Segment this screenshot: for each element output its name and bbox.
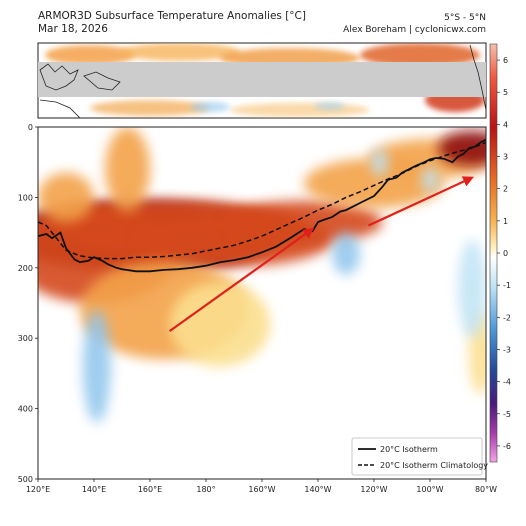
legend-entry-isotherm: 20°C Isotherm [380, 445, 438, 454]
colorbar-tick-label: -5 [503, 410, 511, 419]
colorbar-tick-label: -3 [503, 345, 511, 354]
plot-area [37, 126, 487, 480]
colorbar-tick-label: 5 [503, 88, 508, 97]
heatmap-cell [421, 167, 439, 193]
x-tick-label: 120°W [360, 485, 387, 494]
heatmap-cell [105, 127, 150, 212]
map-anomaly-field [38, 43, 486, 118]
y-tick-label: 0 [28, 123, 33, 132]
legend: 20°C Isotherm 20°C Isotherm Climatology [351, 437, 488, 476]
y-tick-label: 500 [18, 475, 33, 484]
heatmap-cell [371, 148, 388, 177]
heatmap-cell [38, 172, 94, 223]
y-tick-label: 400 [18, 405, 33, 414]
coastline [39, 63, 79, 91]
colorbar-tick-label: 4 [503, 120, 508, 129]
colorbar-tick-label: 6 [503, 56, 508, 65]
chart-title: ARMOR3D Subsurface Temperature Anomalies… [38, 10, 306, 22]
x-tick-label: 140°E [82, 485, 106, 494]
heatmap-cell [458, 239, 486, 339]
annotation-arrow [367, 176, 474, 227]
heatmap-cell [82, 310, 111, 423]
x-tick-label: 120°E [26, 485, 50, 494]
credit-label: Alex Boreham | cyclonicwx.com [343, 25, 486, 35]
equatorial-band-mask [38, 62, 486, 97]
colorbar: 6 5 4 3 2 1 0 -1 -2 -3 -4 -5 -6 [489, 43, 511, 463]
annotation-arrows [168, 176, 474, 333]
annotation-arrow [168, 227, 315, 333]
legend-entry-climatology: 20°C Isotherm Climatology [380, 461, 488, 470]
x-tick-label: 180° [196, 485, 215, 494]
region-label: 5°S - 5°N [444, 13, 486, 23]
y-tick-label: 300 [18, 334, 33, 343]
heatmap-cell [169, 281, 271, 367]
colorbar-tick-label: -2 [503, 313, 511, 322]
y-tick-label: 100 [18, 193, 33, 202]
colorbar-tick-label: 0 [503, 249, 508, 258]
colorbar-tick-label: -6 [503, 442, 511, 451]
colorbar-tick-label: -4 [503, 378, 511, 387]
colorbar-tick-label: 3 [503, 153, 508, 162]
heatmap-cell [438, 130, 486, 166]
x-tick-label: 160°E [138, 485, 162, 494]
colorbar-tick-label: -1 [503, 281, 511, 290]
map-panel [37, 42, 487, 119]
heatmap-cell [332, 232, 360, 275]
x-axis: 120°E 140°E 160°E 180° 160°W 140°W 120°W 100°W 8… [26, 479, 497, 494]
x-tick-label: 140°W [304, 485, 331, 494]
colorbar-tick-label: 2 [503, 185, 508, 194]
isotherm-line [38, 138, 486, 273]
x-tick-label: 80°W [475, 485, 497, 494]
colorbar-tick-label: 1 [503, 217, 508, 226]
y-tick-label: 200 [18, 264, 33, 273]
x-tick-label: 160°W [248, 485, 275, 494]
chart-date: Mar 18, 2026 [38, 23, 108, 35]
anomaly-heatmap [38, 127, 486, 423]
x-tick-label: 100°W [416, 485, 443, 494]
y-axis: 0 100 200 300 400 500 [18, 123, 38, 484]
